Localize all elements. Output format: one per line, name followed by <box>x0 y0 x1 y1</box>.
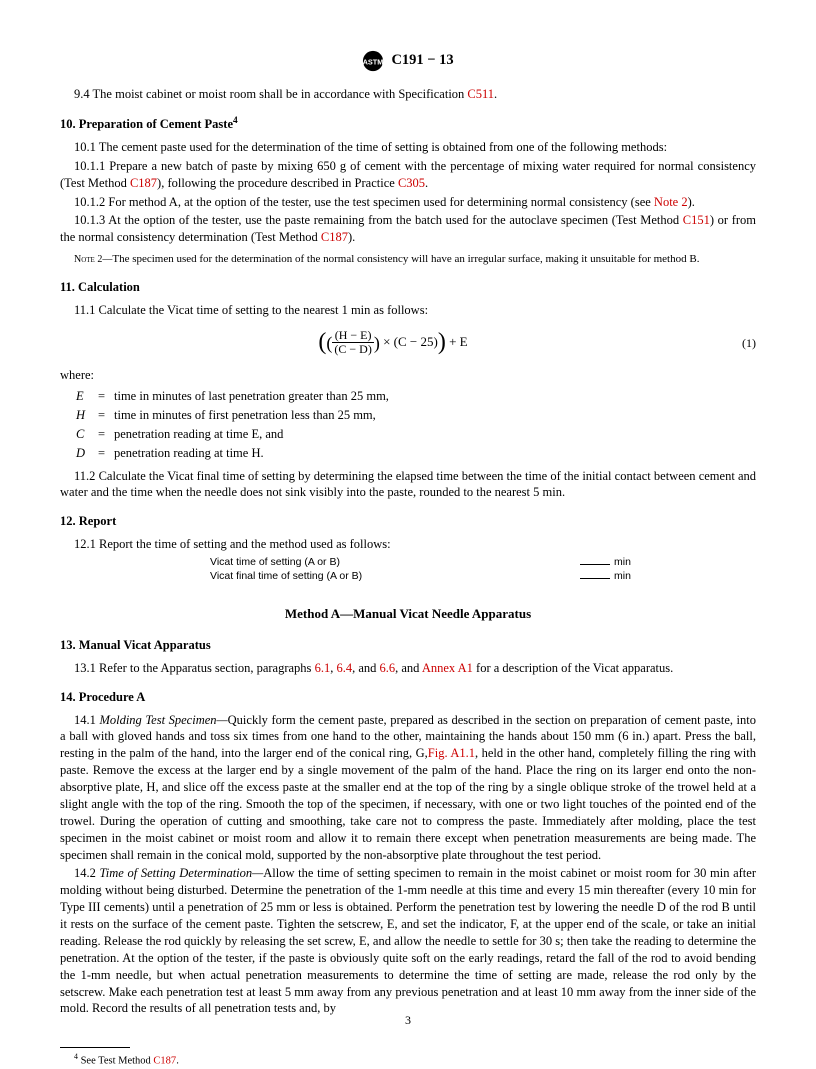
text: Report the time of setting and the metho… <box>99 537 391 551</box>
standard-code: C191 − 13 <box>391 52 453 68</box>
clause-num: 10.1.3 <box>74 213 105 227</box>
footnote-rule <box>60 1047 130 1048</box>
link-6-6[interactable]: 6.6 <box>380 661 396 675</box>
link-6-1[interactable]: 6.1 <box>315 661 331 675</box>
text: Calculate the Vicat time of setting to t… <box>99 303 429 317</box>
text: . <box>494 87 497 101</box>
link-c187b[interactable]: C187 <box>321 230 348 244</box>
formula-plus: + E <box>446 334 468 349</box>
astm-logo-icon: ASTM <box>362 50 384 72</box>
section-title: 10. Preparation of Cement Paste <box>60 117 233 131</box>
clause-num: 14.1 <box>74 713 96 727</box>
clause-num: 10.1.2 <box>74 195 105 209</box>
method-a-heading: Method A—Manual Vicat Needle Apparatus <box>60 605 756 623</box>
formula-mult: × (C − 25) <box>380 334 438 349</box>
page-number: 3 <box>0 1012 816 1028</box>
para-9-4: 9.4 The moist cabinet or moist room shal… <box>60 86 756 103</box>
clause-num: 10.1.1 <box>74 159 105 173</box>
para-13-1: 13.1 Refer to the Apparatus section, par… <box>60 660 756 677</box>
unit: min <box>614 555 631 569</box>
footnote-4: 4 See Test Method C187. <box>60 1052 756 1069</box>
para-10-1-3: 10.1.3 At the option of the tester, use … <box>60 212 756 246</box>
clause-num: 14.2 <box>74 866 96 880</box>
note-label: Note 2— <box>74 254 112 265</box>
para-12-1: 12.1 Report the time of setting and the … <box>60 536 756 553</box>
formula-numerator: (H − E) <box>332 329 373 343</box>
note-text: The specimen used for the determination … <box>112 253 699 265</box>
subclause-title: Time of Setting Determination— <box>100 866 264 880</box>
text: Refer to the Apparatus section, paragrap… <box>99 661 315 675</box>
report-form: Vicat time of setting (A or B) min Vicat… <box>210 555 756 583</box>
text: ). <box>348 230 355 244</box>
clause-num: 12.1 <box>74 537 96 551</box>
where-definitions: E=time in minutes of last penetration gr… <box>74 386 391 464</box>
para-10-1-1: 10.1.1 Prepare a new batch of paste by m… <box>60 158 756 192</box>
svg-text:ASTM: ASTM <box>363 58 384 67</box>
text: Calculate the Vicat final time of settin… <box>60 469 756 500</box>
section-14-head: 14. Procedure A <box>60 689 756 706</box>
clause-num: 13.1 <box>74 661 96 675</box>
section-12-head: 12. Report <box>60 513 756 530</box>
para-11-1: 11.1 Calculate the Vicat time of setting… <box>60 302 756 319</box>
para-14-2: 14.2 Time of Setting Determination—Allow… <box>60 865 756 1017</box>
link-c187[interactable]: C187 <box>130 176 157 190</box>
text: The moist cabinet or moist room shall be… <box>93 87 468 101</box>
text: Allow the time of setting specimen to re… <box>60 866 756 1015</box>
report-label-1: Vicat time of setting (A or B) <box>210 555 580 569</box>
section-13-head: 13. Manual Vicat Apparatus <box>60 637 756 654</box>
unit: min <box>614 569 631 583</box>
note-2: Note 2—The specimen used for the determi… <box>60 252 756 267</box>
link-c511[interactable]: C511 <box>467 87 494 101</box>
clause-num: 11.1 <box>74 303 95 317</box>
text: . <box>425 176 428 190</box>
section-11-head: 11. Calculation <box>60 279 756 296</box>
clause-num: 10.1 <box>74 140 96 154</box>
para-11-2: 11.2 Calculate the Vicat final time of s… <box>60 468 756 502</box>
link-c187-fn[interactable]: C187 <box>153 1056 176 1067</box>
text: The cement paste used for the determinat… <box>99 140 667 154</box>
para-10-1: 10.1 The cement paste used for the deter… <box>60 139 756 156</box>
link-note2[interactable]: Note 2 <box>654 195 688 209</box>
text: , held in the other hand, completely fil… <box>60 746 756 861</box>
link-annex-a1[interactable]: Annex A1 <box>422 661 473 675</box>
text: At the option of the tester, use the pas… <box>108 213 683 227</box>
report-label-2: Vicat final time of setting (A or B) <box>210 569 580 583</box>
link-c151[interactable]: C151 <box>683 213 710 227</box>
clause-num: 11.2 <box>74 469 95 483</box>
text: See Test Method <box>78 1056 153 1067</box>
text: ), following the procedure described in … <box>157 176 398 190</box>
para-14-1: 14.1 Molding Test Specimen—Quickly form … <box>60 712 756 864</box>
where-row: C=penetration reading at time E, and <box>76 426 389 443</box>
where-label: where: <box>60 367 756 384</box>
formula-denominator: (C − D) <box>332 343 373 356</box>
link-fig-a1-1[interactable]: Fig. A1.1 <box>428 746 475 760</box>
equation-1: (((H − E)(C − D)) × (C − 25)) + E (1) <box>60 327 756 359</box>
link-6-4[interactable]: 6.4 <box>336 661 352 675</box>
page-header: ASTM C191 − 13 <box>60 50 756 72</box>
section-10-head: 10. Preparation of Cement Paste4 <box>60 115 756 133</box>
subclause-title: Molding Test Specimen— <box>99 713 227 727</box>
blank-line <box>580 569 610 579</box>
text: For method A, at the option of the teste… <box>108 195 654 209</box>
where-row: E=time in minutes of last penetration gr… <box>76 388 389 405</box>
link-c305[interactable]: C305 <box>398 176 425 190</box>
clause-num: 9.4 <box>74 87 90 101</box>
equation-number: (1) <box>726 335 756 351</box>
text: ). <box>688 195 695 209</box>
para-10-1-2: 10.1.2 For method A, at the option of th… <box>60 194 756 211</box>
where-row: D=penetration reading at time H. <box>76 445 389 462</box>
footnote-ref: 4 <box>233 116 238 126</box>
where-row: H=time in minutes of first penetration l… <box>76 407 389 424</box>
blank-line <box>580 555 610 565</box>
text: . <box>176 1056 179 1067</box>
text: for a description of the Vicat apparatus… <box>473 661 673 675</box>
